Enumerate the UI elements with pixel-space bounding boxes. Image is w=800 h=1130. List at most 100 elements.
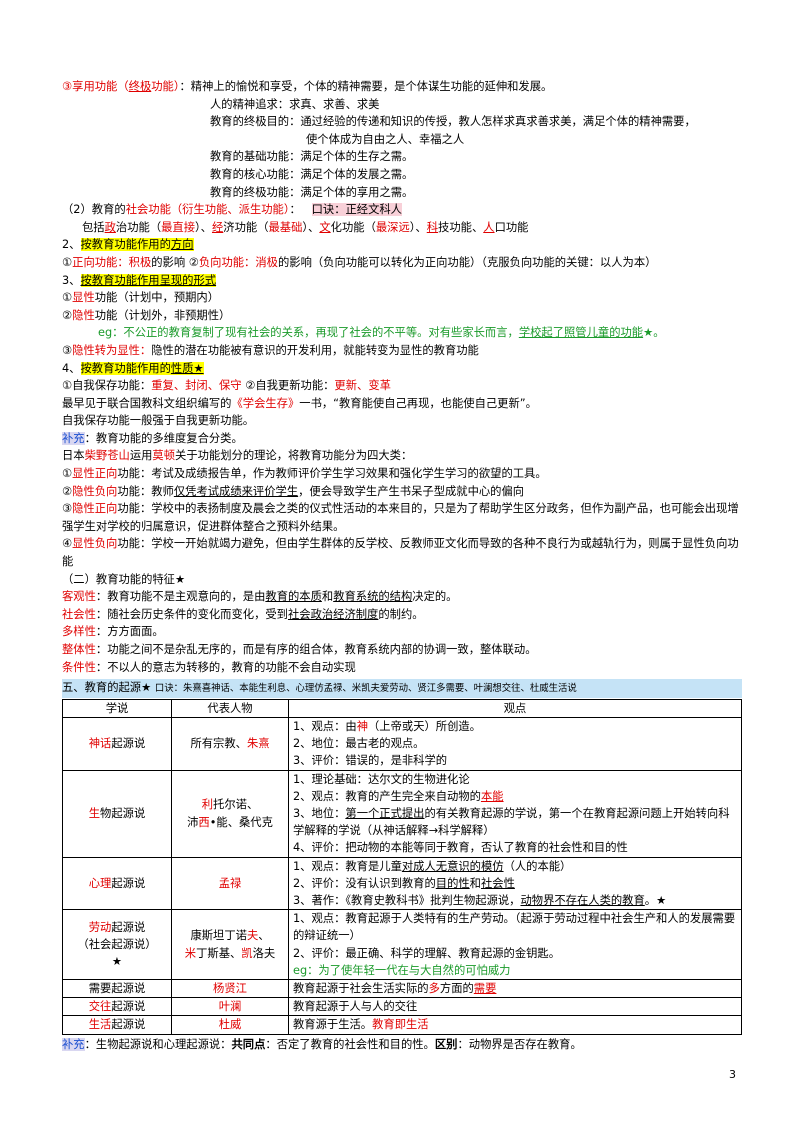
text-span: 西 xyxy=(198,815,210,829)
text-span: ：教育功能的多维度复合分类。 xyxy=(84,431,243,445)
section-5-header: 五、教育的起源★ 口诀：朱熹喜神话、本能生利息、心理仿孟禄、米凯夫爱劳动、贤江多… xyxy=(62,679,742,698)
text-span: ：不以人的意志为转移的，教育的功能不会自动实现 xyxy=(95,660,356,674)
mnemonic-label: 口诀：正经文科人 xyxy=(311,203,402,217)
text-span: 起源说 xyxy=(111,1018,146,1032)
text-span: 济功能（ xyxy=(223,220,269,234)
text-span: 对成人无意识的模仿 xyxy=(401,859,504,873)
text-span: 隐性负向 xyxy=(72,484,118,498)
text-span: 生活 xyxy=(88,1018,112,1032)
text-span: 神 xyxy=(356,719,368,733)
header-people: 代表人物 xyxy=(171,698,289,718)
text-line: 教育的核心功能：满足个体的发展之需。 xyxy=(210,167,414,181)
text-line: ③享用功能（终极功能）：精神上的愉悦和享受，个体的精神需要，是个体谋生功能的延伸… xyxy=(62,78,742,96)
text-span: 更新、变革 xyxy=(334,379,391,393)
text-span: 3、 xyxy=(62,273,81,287)
text-span: ：否定了教育的社会性和目的性。 xyxy=(265,1037,435,1051)
people-cell: 康斯坦丁诺夫、 米丁斯基、凯洛夫 xyxy=(171,909,289,981)
text-span: 动物界不存在人类的教育 xyxy=(520,894,645,908)
text-span: 劳动 xyxy=(88,920,112,934)
point-line: 1、理论基础：达尔文的生物进化论 xyxy=(293,772,470,786)
text-span: 的制约。 xyxy=(378,607,424,621)
text-span: 《学会生存》 xyxy=(231,396,300,410)
text-span: 所有宗教、 xyxy=(190,737,247,751)
section-heading: 2、按教育功能作用的方向 xyxy=(62,236,742,254)
text-span: 物起源说 xyxy=(100,807,146,820)
text-span: 重复、封闭、保守 xyxy=(151,379,242,393)
text-span: 莫顿 xyxy=(152,449,176,463)
text-paragraph: ④显性负向功能：学校一开始就竭力避免，但由学生群体的反学校、反教师亚文化而导致的… xyxy=(62,535,742,570)
text-span: 客观性 xyxy=(62,590,96,604)
text-line: 包括政治功能（最直接）、经济功能（最基础）、文化功能（最深远）、科技功能、人口功… xyxy=(62,219,742,237)
people-cell: 杨贤江 xyxy=(171,979,289,999)
text-span: 消极 xyxy=(255,255,278,269)
text-span: 功能：考试及成绩报告单，作为教师评价学生学习效果和强化学生学习的欲望的工具。 xyxy=(117,467,547,481)
section-heading: 4、按教育功能作用的性质★ xyxy=(62,360,742,378)
point-line: 3、著作：《教育史教科书》批判生物起源说，动物界不存在人类的教育。★ xyxy=(293,892,737,909)
text-line: 教育的终极功能：满足个体的享用之需。 xyxy=(210,185,414,199)
text-span: 按教育功能作用呈现的形式 xyxy=(80,273,217,287)
theory-cell: 生活起源说 xyxy=(62,1015,172,1035)
section-title: 五、教育的起源★ xyxy=(62,681,152,695)
point-line: 1、观点：教育起源于人类特有的生产劳动。（起源于劳动过程中社会生产和人的发展需要… xyxy=(293,912,736,943)
text-span: 起源说 xyxy=(111,920,146,934)
text-span: 功能（计划外，非预期性） xyxy=(94,308,231,322)
text-span: ② xyxy=(62,308,73,322)
text-span: 功能（计划中，预期内） xyxy=(94,291,220,305)
points-cell: 1、观点：由神（上帝或天）所创造。 2、地位：最古老的观点。 3、评价：错误的，… xyxy=(288,716,742,771)
text-span: 2、评价：没有认识到教育的 xyxy=(293,876,436,890)
text-span: 神话 xyxy=(88,737,112,751)
text-line: 整体性：功能之间不是杂乱无序的，而是有序的组合体，教育系统内部的协调一致，整体联… xyxy=(62,641,742,659)
text-span: 终极 xyxy=(128,80,152,93)
text-span: 最深远 xyxy=(375,220,410,234)
text-span: ③ xyxy=(62,502,73,516)
text-span: ：生物起源说和心理起源说： xyxy=(84,1037,232,1051)
text-line: 教育的终极目的：通过经验的传递和知识的传授，教人怎样求真求善求美，满足个体的精神… xyxy=(210,115,696,129)
theory-cell: 心理起源说 xyxy=(62,856,172,911)
points-cell: 教育起源于社会生活实际的多方面的需要 xyxy=(288,979,742,999)
text-span: 按教育功能作用的 xyxy=(80,238,171,252)
text-span: eg：不公正的教育复制了现有社会的关系，再现了社会的不平等。对有些家长而言， xyxy=(98,326,519,340)
text-line: 多样性：方方面面。 xyxy=(62,623,742,641)
text-span: 凯 xyxy=(241,946,253,960)
text-span: 心理 xyxy=(88,876,112,890)
text-span: 、 xyxy=(258,929,270,943)
theory-cell: 劳动起源说 （社会起源说） ★ xyxy=(62,909,172,981)
point-line: 4、评价：把动物的本能等同于教育，否认了教育的社会性和目的性 xyxy=(293,841,628,855)
text-span: 夫 xyxy=(246,929,259,943)
section-heading: 3、按教育功能作用呈现的形式 xyxy=(62,272,742,290)
text-line: ①自我保存功能：重复、封闭、保守 ②自我更新功能：更新、变革 xyxy=(62,377,742,395)
supplement-line: 补充：教育功能的多维度复合分类。 xyxy=(62,430,742,448)
text-line: ③隐性转为显性：隐性的潜在功能被有意识的开发利用，就能转变为显性的教育功能 xyxy=(62,342,742,360)
text-span: 目的性 xyxy=(435,876,470,890)
text-paragraph: ③隐性正向功能：学校中的表扬制度及晨会之类的仪式性活动的本来目的，只是为了帮助学… xyxy=(62,500,742,535)
text-span: 治功能（ xyxy=(115,220,162,234)
text-line: 自我保存功能一般强于自我更新功能。 xyxy=(62,414,255,428)
points-cell: 教育源于生活。教育即生活 xyxy=(288,1015,742,1035)
text-span: （人的本能） xyxy=(503,859,572,873)
text-span: 和 xyxy=(469,876,481,890)
point-line: 3、地位：第一个正式提出的有关教育起源的学说，第一个在教育起源问题上开始转向科学… xyxy=(293,805,737,839)
page-content: ③享用功能（终极功能）：精神上的愉悦和享受，个体的精神需要，是个体谋生功能的延伸… xyxy=(62,78,742,1053)
text-span: 包括 xyxy=(82,220,105,234)
text-span: 社会性 xyxy=(62,607,96,621)
text-span: 功能） xyxy=(151,80,180,93)
text-span: 社会性 xyxy=(480,876,515,890)
text-span: ：方方面面。 xyxy=(95,625,164,639)
text-span: 柴野苍山 xyxy=(84,449,130,463)
text-span: 方向 xyxy=(170,238,194,252)
text-span: 本能 xyxy=(480,789,504,803)
text-span: 教育源于生活。 xyxy=(293,1018,373,1032)
text-span: 负向功能： xyxy=(198,255,256,269)
text-span: 生 xyxy=(88,807,101,820)
text-span: ：精神上的愉悦和享受，个体的精神需要，是个体谋生功能的延伸和发展。 xyxy=(179,80,553,93)
point-line: 2、观点：教育的产生完全来自动物的本能 xyxy=(293,788,737,805)
text-span: ）、 xyxy=(409,220,427,234)
point-line: 2、评价：最正确、科学的理解、教育起源的金钥匙。 xyxy=(293,946,561,960)
text-span: 隐性转为显性： xyxy=(72,343,152,357)
text-span: （上帝或天）所创造。 xyxy=(368,719,481,733)
text-span: 4、 xyxy=(62,361,81,375)
text-line: ②隐性负向功能：教师仅凭考试成绩来评价学生，便会导致学生产生书呆子型成就中心的偏… xyxy=(62,483,742,501)
text-line: ①显性正向功能：考试及成绩报告单，作为教师评价学生学习效果和强化学生学习的欲望的… xyxy=(62,465,742,483)
header-theory: 学说 xyxy=(62,698,172,718)
text-line: 日本柴野苍山运用莫顿关于功能划分的理论，将教育功能分为四大类： xyxy=(62,447,742,465)
